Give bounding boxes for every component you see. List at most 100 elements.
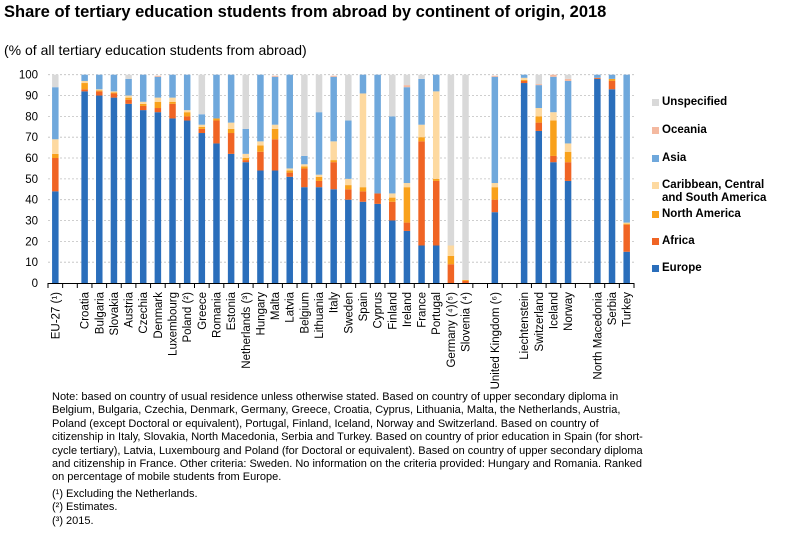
- bar-segment-asia: [608, 74, 616, 79]
- bar-segment-caribbean-central-and-south-america: [169, 97, 176, 102]
- y-tick-label: 20: [25, 236, 38, 248]
- bar-segment-asia: [81, 74, 88, 81]
- legend-item: North America: [652, 208, 741, 221]
- bar-segment-asia: [520, 74, 528, 78]
- bar-segment-unspecified: [535, 74, 543, 85]
- bar-segment-europe: [271, 170, 279, 283]
- bar-segment-asia: [198, 114, 206, 125]
- bar-segment-asia: [359, 74, 367, 94]
- bar-segment-north-america: [81, 83, 88, 90]
- bar-segment-asia: [213, 74, 220, 119]
- bar-segment-europe: [213, 143, 220, 283]
- bar-segment-caribbean-central-and-south-america: [198, 124, 206, 127]
- x-tick-label: Slovakia: [109, 291, 121, 335]
- bar-segment-asia: [301, 155, 308, 165]
- bar-segment-caribbean-central-and-south-america: [301, 164, 308, 167]
- x-tick-label: Serbia: [607, 291, 619, 325]
- bar-segment-caribbean-central-and-south-america: [447, 245, 455, 256]
- bar-segment-north-america: [359, 187, 367, 192]
- bar-segment-caribbean-central-and-south-america: [345, 178, 352, 186]
- bar-segment-caribbean-central-and-south-america: [183, 110, 191, 113]
- bar-segment-north-america: [345, 185, 352, 190]
- y-tick-label: 30: [25, 216, 38, 228]
- bar-segment-europe: [374, 203, 381, 283]
- note-main: Note: based on country of usual residenc…: [52, 391, 643, 484]
- bar-segment-asia: [96, 74, 103, 90]
- bar-segment-north-america: [125, 97, 132, 100]
- legend-item: Caribbean, Central and South America: [652, 179, 786, 205]
- bar-segment-north-america: [169, 101, 176, 104]
- bar-segment-north-america: [154, 101, 162, 109]
- x-tick-label: Latvia: [285, 291, 297, 322]
- bar-segment-europe: [432, 245, 440, 283]
- bar-segment-unspecified: [52, 74, 59, 88]
- bar-segment-asia: [52, 87, 59, 140]
- bar-segment-asia: [125, 78, 132, 96]
- bar-segment-europe: [418, 245, 425, 283]
- bar-segment-north-america: [257, 145, 264, 152]
- bar-segment-north-america: [491, 187, 499, 200]
- bar-segment-unspecified: [447, 74, 455, 246]
- bar-segment-caribbean-central-and-south-america: [564, 143, 572, 152]
- x-tick-label: North Macedonia: [592, 291, 604, 379]
- bar-segment-north-america: [198, 126, 206, 129]
- bar-segment-asia: [345, 120, 352, 179]
- legend-item: Oceania: [652, 124, 707, 137]
- bar-segment-asia: [257, 74, 264, 142]
- bar-segment-asia: [550, 76, 557, 113]
- bar-segment-africa: [520, 80, 528, 84]
- bar-segment-north-america: [447, 255, 455, 265]
- bar-segment-unspecified: [315, 74, 323, 113]
- bar-segment-asia: [183, 74, 191, 111]
- bar-segment-asia: [154, 76, 162, 98]
- x-tick-label: Poland (²): [182, 292, 194, 343]
- bar-segment-oceania: [271, 75, 279, 77]
- bar-segment-africa: [564, 162, 572, 181]
- bar-segment-europe: [359, 201, 367, 283]
- bar-segment-unspecified: [462, 74, 469, 280]
- bar-segment-europe: [154, 112, 162, 283]
- bar-segment-africa: [462, 280, 469, 283]
- bar-segment-caribbean-central-and-south-america: [52, 139, 59, 154]
- bar-segment-asia: [418, 78, 425, 125]
- bar-segment-africa: [198, 128, 206, 134]
- bar-segment-north-america: [213, 118, 220, 121]
- bar-segment-africa: [432, 180, 440, 246]
- y-tick-label: 50: [25, 174, 38, 186]
- bar-segment-asia: [330, 76, 337, 142]
- bar-segment-africa: [418, 141, 425, 246]
- x-tick-label: Romania: [211, 291, 223, 338]
- legend-swatch: [652, 182, 659, 189]
- bar-segment-asia: [271, 76, 279, 125]
- bar-segment-north-america: [418, 137, 425, 142]
- bar-segment-africa: [403, 222, 411, 231]
- bar-segment-africa: [139, 105, 147, 111]
- bar-segment-africa: [154, 108, 162, 113]
- bar-segment-north-america: [183, 112, 191, 117]
- x-tick-label: Greece: [197, 292, 209, 330]
- x-tick-label: Germany (⁴)(⁵): [446, 292, 458, 368]
- x-tick-label: Czechia: [138, 291, 150, 333]
- x-tick-label: Luxembourg: [168, 292, 180, 356]
- legend-swatch: [652, 238, 659, 245]
- x-tick-label: Portugal: [431, 292, 443, 335]
- bar-segment-africa: [96, 91, 103, 96]
- bar-segment-north-america: [623, 223, 630, 225]
- bar-segment-africa: [125, 99, 132, 104]
- legend-swatch: [652, 127, 659, 134]
- bar-segment-africa: [374, 193, 381, 204]
- bar-segment-north-america: [564, 151, 572, 163]
- bar-segment-europe: [242, 162, 250, 283]
- bar-segment-caribbean-central-and-south-america: [520, 77, 528, 80]
- x-tick-label: Cyprus: [373, 292, 385, 329]
- bar-segment-north-america: [110, 92, 118, 94]
- bar-segment-asia: [227, 74, 235, 123]
- bar-segment-europe: [286, 176, 293, 283]
- bar-segment-unspecified: [564, 74, 572, 79]
- legend-label: Caribbean, Central and South America: [662, 179, 767, 204]
- bar-segment-africa: [623, 224, 630, 252]
- legend-item: Unspecified: [652, 96, 727, 109]
- bar-segment-africa: [330, 162, 337, 190]
- bar-segment-asia: [535, 85, 543, 109]
- bar-segment-north-america: [286, 170, 293, 173]
